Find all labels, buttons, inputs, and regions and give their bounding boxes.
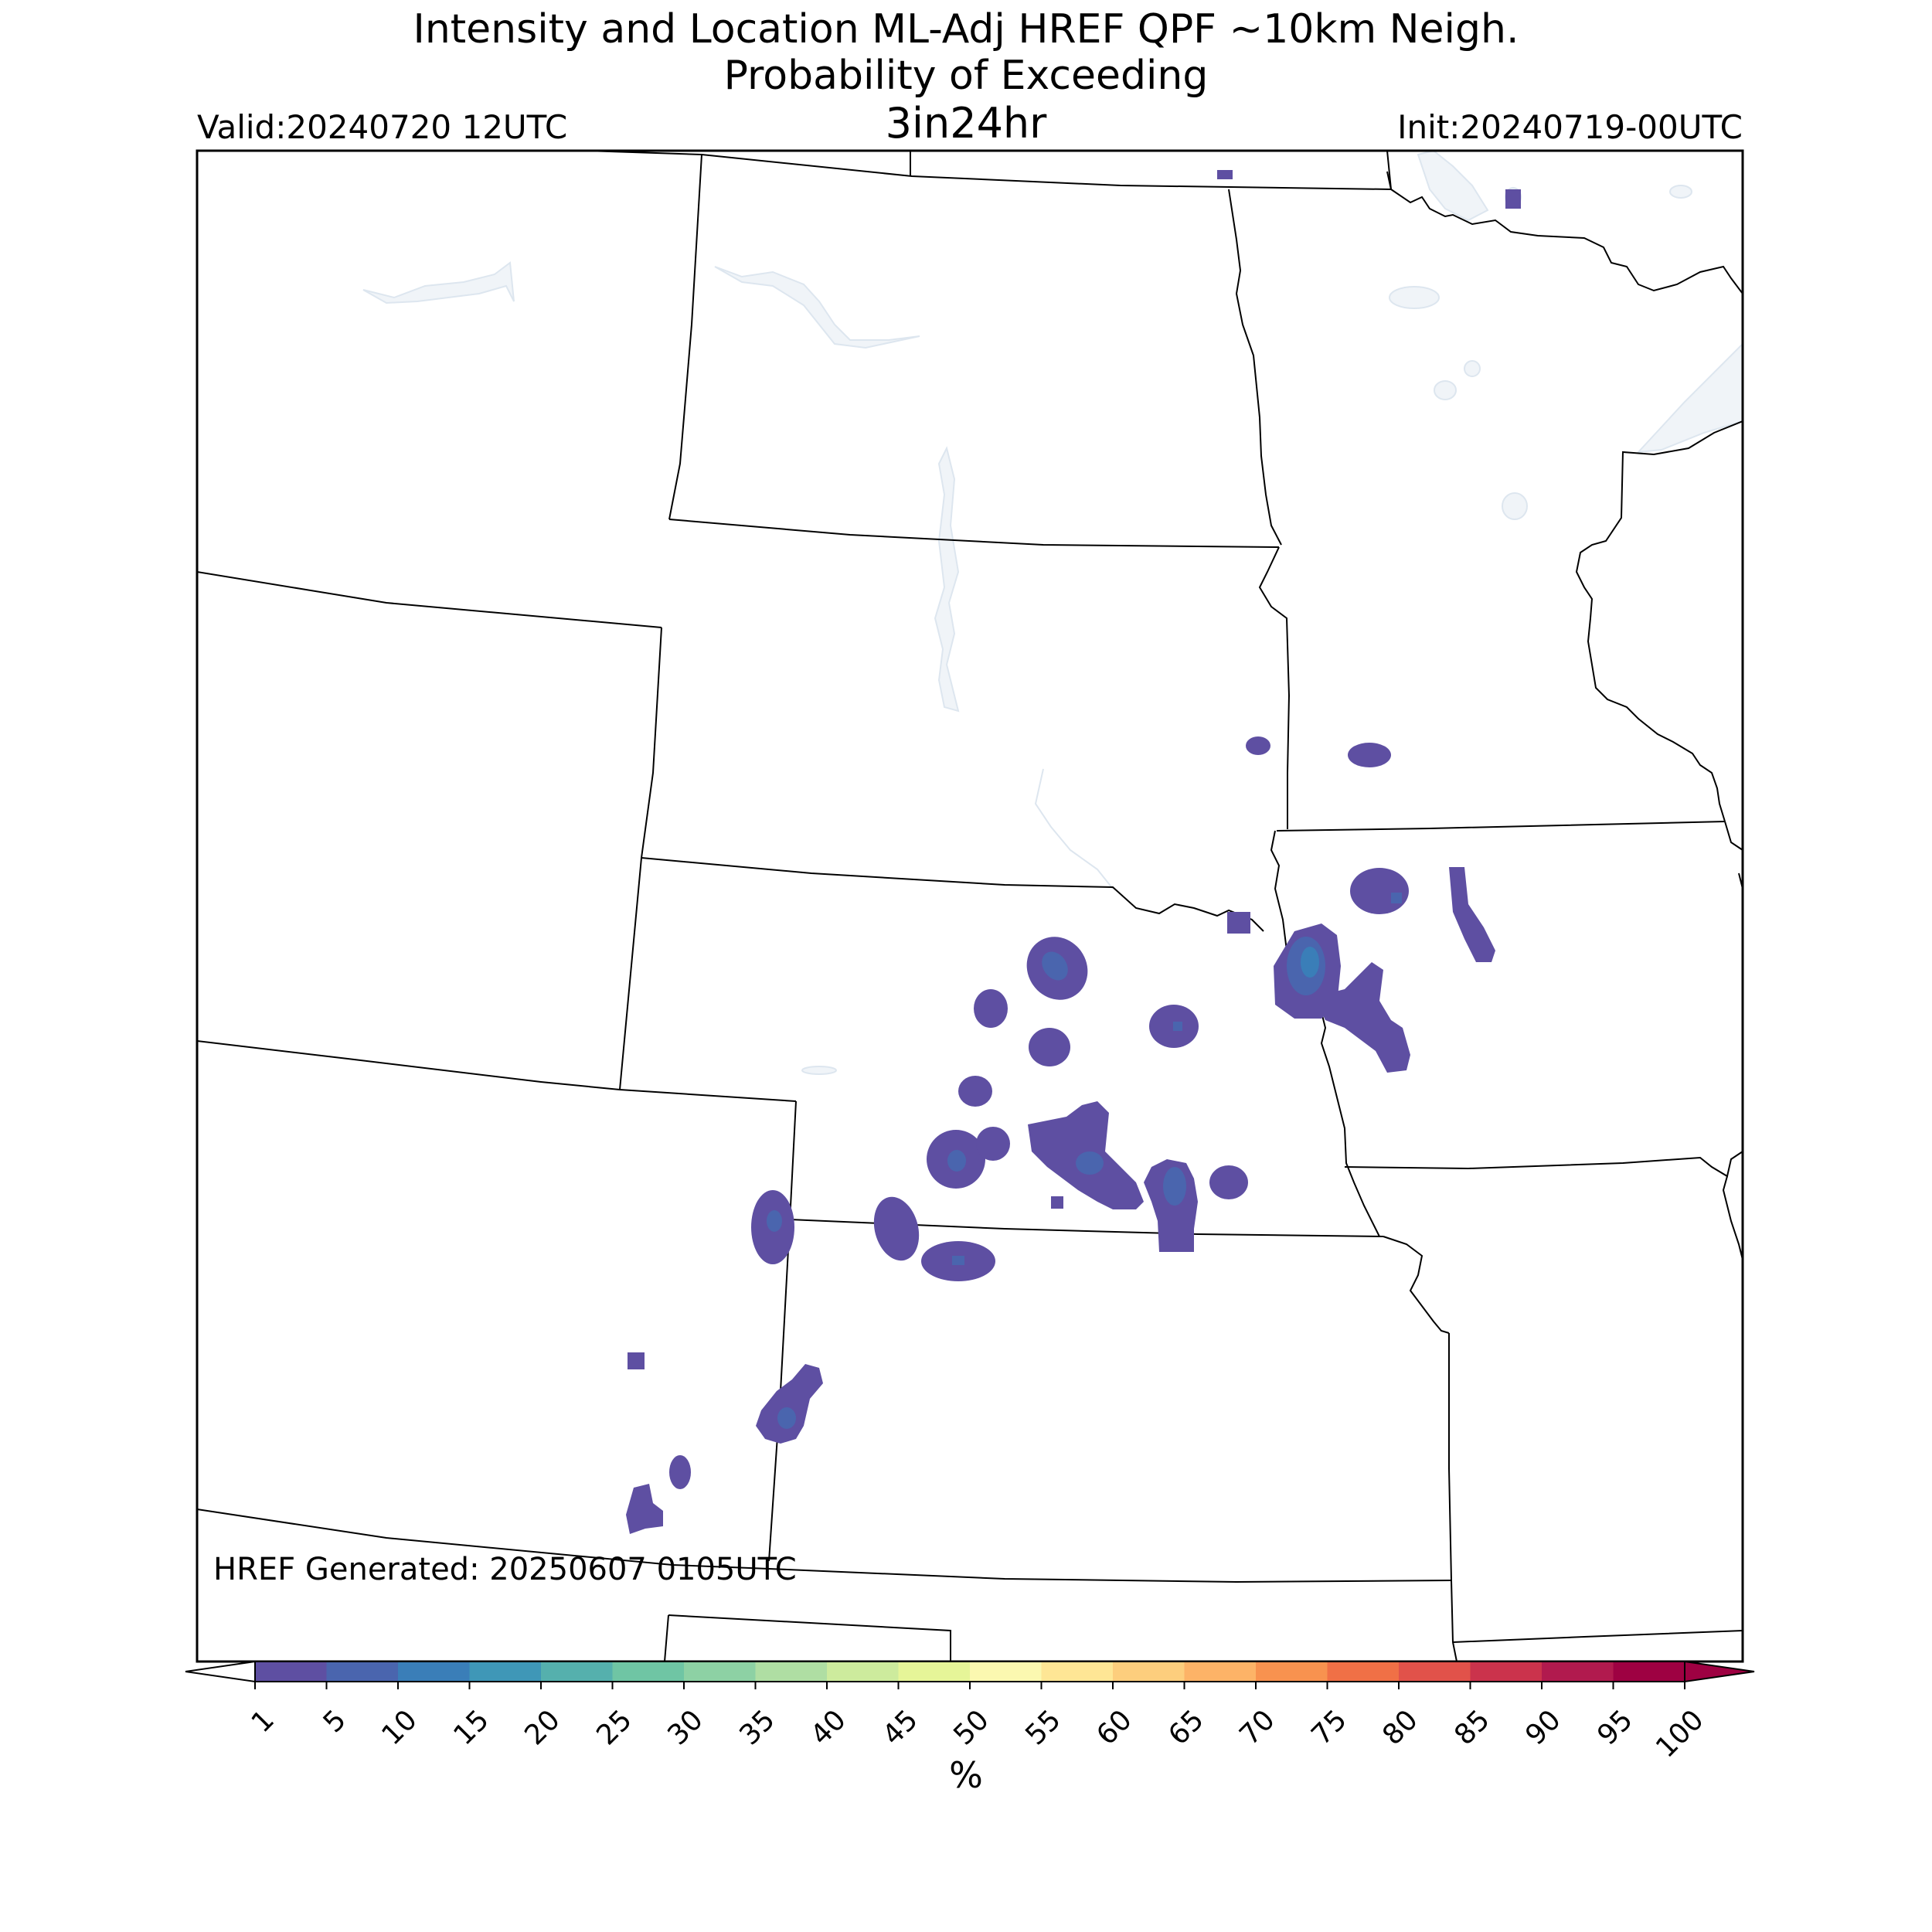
lake-sakakawea xyxy=(714,266,920,349)
colorbar-cell xyxy=(1184,1662,1257,1682)
valid-time-label: Valid:20240720 12UTC xyxy=(197,108,568,146)
leech-lake xyxy=(1434,380,1457,400)
colorbar-cell xyxy=(1613,1662,1685,1682)
colorbar-cell xyxy=(1327,1662,1400,1682)
colorbar-cell xyxy=(1041,1662,1114,1682)
colorbar-cell xyxy=(1256,1662,1328,1682)
red-lake xyxy=(1389,286,1440,309)
init-time-label: Init:20240719-00UTC xyxy=(1397,108,1743,146)
colorbar-under-extension xyxy=(185,1660,256,1683)
colorbar-cell xyxy=(541,1662,613,1682)
map-title-line2: Probability of Exceeding xyxy=(723,53,1209,99)
colorbar-cell xyxy=(398,1662,470,1682)
map-title-threshold: 3in24hr xyxy=(885,99,1047,148)
colorbar-cell xyxy=(469,1662,542,1682)
colorbar-cell xyxy=(755,1662,828,1682)
colorbar-cell xyxy=(255,1662,327,1682)
colorbar-cell xyxy=(684,1662,756,1682)
colorbar-cell xyxy=(612,1662,685,1682)
colorbar-cell xyxy=(326,1662,399,1682)
colorbar-cell xyxy=(1470,1662,1543,1682)
colorbar-tick-marks xyxy=(254,1682,1685,1689)
colorbar xyxy=(185,1660,1755,1689)
lake-mcconaughy xyxy=(801,1066,837,1075)
state-boundaries xyxy=(197,151,1743,1662)
fort-peck-lake xyxy=(362,261,515,304)
colorbar-cells xyxy=(255,1662,1685,1682)
water-features xyxy=(362,151,1743,1075)
prob-10-15-percent xyxy=(1301,947,1319,978)
lake-oahe xyxy=(934,446,960,713)
river-missouri-west xyxy=(1034,768,1114,889)
colorbar-unit-label: % xyxy=(949,1754,983,1796)
upper-red-lake xyxy=(1464,360,1481,377)
map-frame xyxy=(196,149,1744,1663)
mille-lacs xyxy=(1502,492,1528,520)
map-title-line1: Intensity and Location ML-Adj HREF QPF ~… xyxy=(413,6,1519,53)
colorbar-cell xyxy=(1399,1662,1471,1682)
colorbar-cell xyxy=(1542,1662,1614,1682)
colorbar-cell xyxy=(898,1662,971,1682)
colorbar-cell xyxy=(970,1662,1042,1682)
small-lake-2 xyxy=(1669,185,1692,199)
colorbar-cell xyxy=(1113,1662,1185,1682)
colorbar-over-extension xyxy=(1684,1660,1755,1683)
colorbar-cell xyxy=(827,1662,899,1682)
generated-time-label: HREF Generated: 20250607 0105UTC xyxy=(213,1552,797,1587)
lake-superior xyxy=(1636,342,1743,454)
probability-areas xyxy=(626,170,1521,1534)
lake-of-the-woods xyxy=(1417,151,1489,222)
